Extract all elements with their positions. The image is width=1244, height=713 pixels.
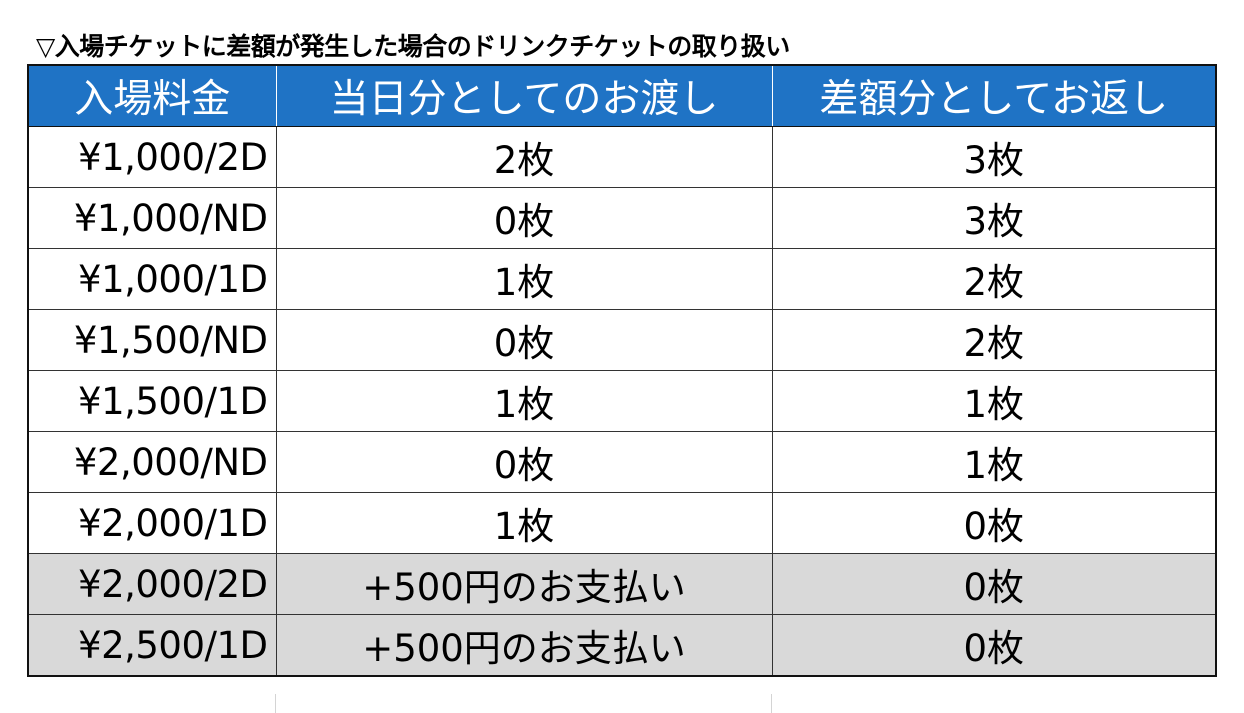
table-row: ¥1,000/1D 1枚 2枚 [27, 248, 1217, 310]
table-row: ¥1,500/ND 0枚 2枚 [27, 309, 1217, 371]
gridline-faint-2 [771, 694, 772, 713]
refund-cell: 3枚 [771, 126, 1217, 188]
refund-cell: 1枚 [771, 370, 1217, 432]
fee-cell: ¥2,500/1D [27, 614, 277, 677]
fee-cell: ¥2,000/2D [27, 553, 277, 615]
table-header-row: 入場料金 当日分としてのお渡し 差額分としてお返し [27, 64, 1217, 127]
table-row: ¥2,000/2D +500円のお支払い 0枚 [27, 553, 1217, 615]
fee-cell: ¥1,000/2D [27, 126, 277, 188]
fee-cell: ¥2,000/1D [27, 492, 277, 554]
refund-cell: 2枚 [771, 248, 1217, 310]
header-fee: 入場料金 [27, 64, 277, 127]
table-caption: ▽入場チケットに差額が発生した場合のドリンクチケットの取り扱い [36, 32, 790, 61]
same-day-cell: 1枚 [275, 370, 773, 432]
refund-cell: 2枚 [771, 309, 1217, 371]
drink-ticket-table: 入場料金 当日分としてのお渡し 差額分としてお返し ¥1,000/2D 2枚 3… [27, 64, 1217, 677]
same-day-cell: 0枚 [275, 431, 773, 493]
table-row: ¥2,000/1D 1枚 0枚 [27, 492, 1217, 554]
same-day-cell: 2枚 [275, 126, 773, 188]
same-day-cell: 0枚 [275, 309, 773, 371]
table-row: ¥1,500/1D 1枚 1枚 [27, 370, 1217, 432]
same-day-cell: 1枚 [275, 492, 773, 554]
same-day-cell: +500円のお支払い [275, 553, 773, 615]
fee-cell: ¥1,500/1D [27, 370, 277, 432]
refund-cell: 0枚 [771, 553, 1217, 615]
gridline-faint-1 [275, 694, 276, 713]
refund-cell: 0枚 [771, 492, 1217, 554]
table-body: ¥1,000/2D 2枚 3枚 ¥1,000/ND 0枚 3枚 ¥1,000/1… [27, 126, 1217, 677]
table-row: ¥1,000/ND 0枚 3枚 [27, 187, 1217, 249]
fee-cell: ¥1,000/ND [27, 187, 277, 249]
header-refund: 差額分としてお返し [771, 64, 1217, 127]
table-row: ¥1,000/2D 2枚 3枚 [27, 126, 1217, 188]
fee-cell: ¥2,000/ND [27, 431, 277, 493]
refund-cell: 1枚 [771, 431, 1217, 493]
same-day-cell: 1枚 [275, 248, 773, 310]
table-row: ¥2,000/ND 0枚 1枚 [27, 431, 1217, 493]
refund-cell: 3枚 [771, 187, 1217, 249]
same-day-cell: 0枚 [275, 187, 773, 249]
same-day-cell: +500円のお支払い [275, 614, 773, 677]
table-row: ¥2,500/1D +500円のお支払い 0枚 [27, 614, 1217, 677]
fee-cell: ¥1,000/1D [27, 248, 277, 310]
refund-cell: 0枚 [771, 614, 1217, 677]
header-same-day: 当日分としてのお渡し [275, 64, 773, 127]
fee-cell: ¥1,500/ND [27, 309, 277, 371]
